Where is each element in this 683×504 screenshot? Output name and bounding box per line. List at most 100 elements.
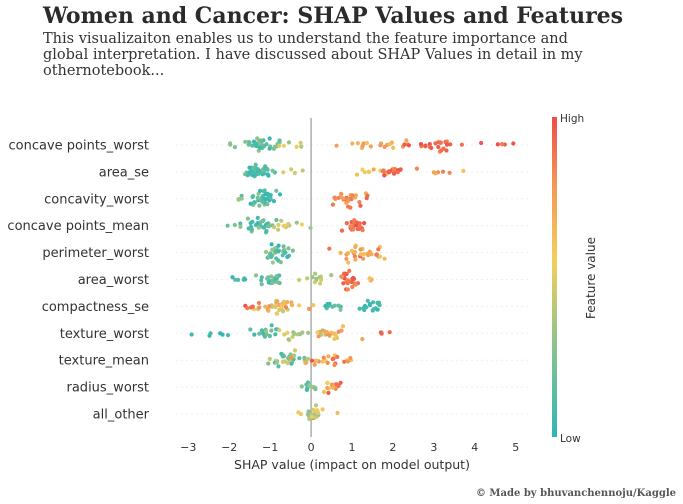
shap-point — [339, 228, 345, 233]
shap-point — [350, 193, 355, 198]
shap-point — [350, 141, 355, 146]
shap-point — [340, 324, 346, 329]
shap-point — [266, 361, 271, 366]
shap-point — [246, 226, 251, 231]
shap-point — [305, 356, 311, 361]
shap-point — [346, 204, 351, 209]
shap-point — [349, 248, 354, 253]
shap-point — [387, 142, 392, 147]
shap-point — [311, 408, 316, 413]
shap-point — [281, 170, 286, 175]
shap-point — [341, 196, 346, 201]
shap-point — [310, 275, 315, 280]
shap-point — [260, 199, 265, 204]
shap-point — [305, 276, 310, 281]
shap-point — [263, 164, 268, 169]
shap-point — [319, 277, 324, 282]
shap-point — [247, 165, 252, 170]
shap-point — [346, 279, 351, 284]
shap-point — [276, 243, 281, 248]
shap-point — [245, 306, 250, 311]
shap-point — [260, 172, 265, 177]
shap-point — [339, 328, 344, 333]
shap-point — [269, 323, 274, 328]
shap-point — [270, 260, 275, 265]
shap-point — [253, 165, 258, 170]
shap-point — [251, 194, 256, 199]
shap-point — [248, 220, 253, 226]
shap-point — [286, 337, 291, 342]
shap-point — [365, 251, 371, 256]
shap-point — [313, 387, 318, 392]
shap-point — [351, 220, 357, 225]
shap-point — [336, 303, 341, 308]
shap-point — [259, 282, 264, 287]
shap-point — [225, 223, 230, 228]
shap-point — [382, 173, 387, 178]
shap-point — [283, 250, 288, 255]
feature-label: area_worst — [78, 273, 149, 288]
shap-point — [459, 142, 464, 147]
shap-point — [277, 138, 282, 143]
shap-point — [252, 332, 257, 337]
shap-point — [431, 170, 436, 175]
shap-point — [357, 306, 362, 311]
shap-point — [277, 143, 282, 148]
shap-point — [285, 222, 290, 227]
shap-point — [318, 281, 323, 286]
shap-point — [353, 193, 358, 198]
shap-point — [349, 197, 354, 202]
shap-point — [236, 197, 241, 202]
shap-point — [265, 202, 270, 207]
shap-point — [274, 217, 279, 223]
shap-point — [274, 256, 279, 261]
feature-label: texture_worst — [60, 327, 149, 342]
shap-point — [261, 193, 266, 198]
shap-point — [248, 201, 253, 206]
shap-point — [364, 305, 369, 310]
feature-labels: concave points_worst area_se concavity_wor… — [7, 139, 149, 423]
shap-point — [226, 333, 231, 338]
feature-label: texture_mean — [59, 354, 149, 369]
shap-point — [256, 168, 261, 174]
shap-point — [358, 247, 363, 252]
shap-point — [355, 141, 360, 146]
shap-point — [312, 362, 317, 367]
shap-point — [307, 383, 312, 388]
shap-point — [304, 387, 309, 392]
shap-point — [461, 168, 466, 173]
shap-point — [327, 333, 332, 338]
shap-point — [251, 173, 256, 178]
shap-point — [306, 306, 312, 311]
x-tick-label: 3 — [430, 441, 437, 454]
shap-point — [364, 196, 369, 201]
shap-point — [351, 276, 356, 281]
shap-point — [245, 216, 250, 221]
shap-point — [289, 355, 294, 360]
shap-point — [344, 221, 349, 226]
shap-point — [302, 355, 307, 360]
shap-point — [278, 260, 283, 265]
shap-point — [263, 304, 268, 309]
shap-point — [285, 254, 290, 259]
shap-point — [345, 287, 350, 292]
shap-point — [366, 169, 372, 174]
shap-point — [261, 188, 266, 194]
shap-point — [270, 280, 275, 285]
shap-point — [436, 144, 441, 150]
shap-point — [269, 254, 274, 260]
shap-point — [439, 148, 444, 153]
shap-point — [280, 359, 286, 364]
shap-point — [377, 254, 382, 259]
shap-point — [371, 306, 376, 312]
shap-point — [380, 169, 385, 174]
shap-point — [245, 173, 250, 178]
shap-point — [261, 225, 267, 230]
shap-point — [414, 166, 419, 171]
shap-point — [391, 145, 396, 150]
shap-point — [267, 333, 272, 339]
shap-point — [289, 167, 294, 172]
x-tick-label: 1 — [349, 441, 356, 454]
shap-point — [274, 360, 279, 365]
